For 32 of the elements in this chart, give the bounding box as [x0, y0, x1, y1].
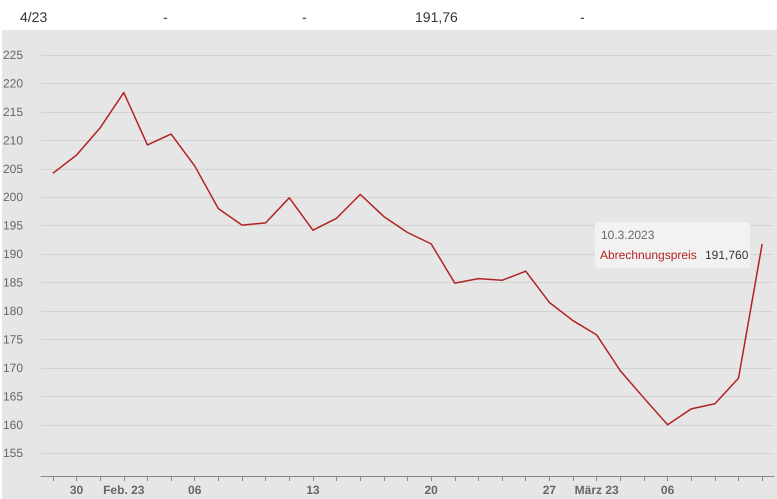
x-tick-label: 06 — [188, 483, 202, 497]
x-tick-label: 30 — [70, 483, 84, 497]
y-tick-label: 165 — [2, 389, 24, 404]
text: 191,76 — [415, 9, 458, 25]
text: - — [580, 9, 585, 25]
text: - — [302, 9, 307, 25]
y-tick-label: 200 — [2, 190, 24, 204]
line-series — [52, 92, 763, 426]
text: 4/23 — [20, 9, 48, 25]
annotation: 191,760 — [705, 248, 749, 262]
annotation: 10.3.2023 — [601, 228, 655, 242]
x-tick-label: 06 — [660, 483, 675, 497]
y-tick-label: 160 — [2, 418, 24, 432]
y-tick-label: 210 — [2, 133, 24, 148]
x-tick-label: 13 — [306, 483, 320, 497]
text: Abrechnungspreis — [600, 248, 697, 262]
x-tick-label: Feb. 23 — [103, 483, 145, 497]
y-tick-label: 155 — [2, 446, 24, 460]
y-tick-label: 175 — [2, 332, 24, 346]
text: - — [163, 9, 168, 25]
y-tick-label: 170 — [2, 360, 24, 375]
y-tick-label: 195 — [2, 218, 24, 233]
x-tick-label: März 23 — [574, 483, 619, 497]
x-tick-label: 20 — [424, 483, 438, 497]
y-tick-label: 225 — [2, 48, 24, 62]
y-tick-label: 220 — [2, 76, 24, 90]
y-tick-label: 185 — [2, 276, 24, 290]
y-tick-label: 205 — [2, 162, 24, 176]
y-tick-label: 215 — [2, 104, 24, 119]
x-tick-label: 27 — [542, 483, 556, 497]
y-tick-label: 180 — [2, 304, 24, 318]
y-tick-label: 190 — [2, 247, 24, 262]
